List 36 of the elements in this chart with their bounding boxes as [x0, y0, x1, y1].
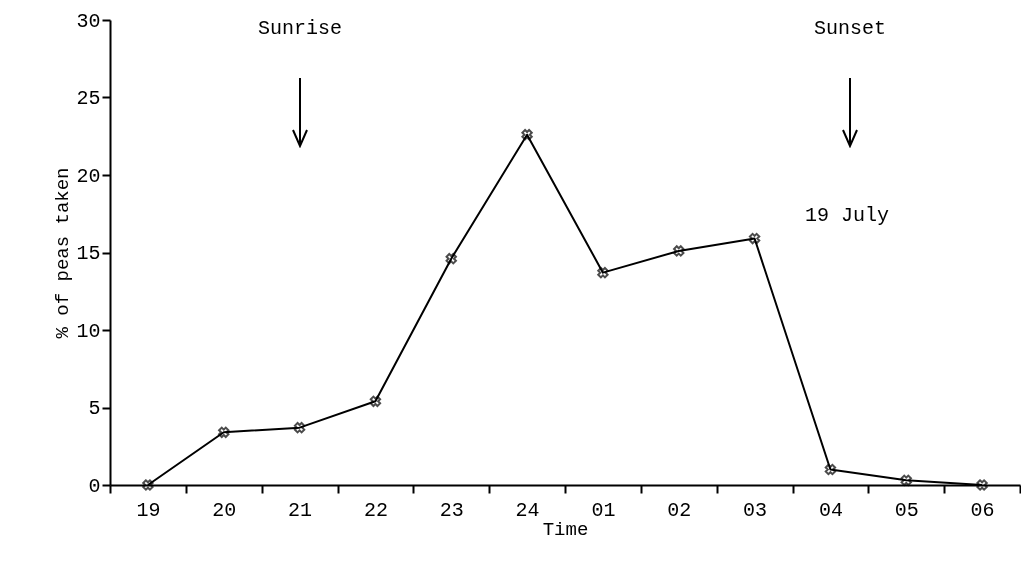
point	[673, 245, 685, 257]
y-tick-label: 5	[88, 397, 101, 420]
x-tick-label: 05	[894, 498, 919, 522]
x-tick-label: 01	[591, 498, 616, 522]
point	[218, 426, 230, 438]
annotation: Sunset	[813, 17, 887, 40]
y-tick-label: 0	[88, 474, 101, 498]
y-axis-title: % of peas taken	[52, 167, 75, 339]
x-axis-title: Time	[542, 518, 589, 541]
x-tick-label: 20	[212, 498, 237, 522]
point	[521, 129, 533, 141]
point	[824, 463, 837, 476]
y-tick-label: 10	[76, 319, 101, 343]
x-tick-label: 03	[743, 498, 768, 522]
point	[142, 479, 154, 491]
point	[748, 232, 761, 245]
point	[293, 421, 306, 434]
y-tick-label: 15	[76, 242, 101, 265]
x-tick-label: 23	[439, 498, 464, 522]
y-tick-label: 25	[76, 87, 101, 110]
point	[597, 266, 609, 279]
point	[900, 474, 912, 487]
annotation: Sunrise	[257, 17, 343, 40]
point	[976, 479, 988, 491]
point	[369, 395, 382, 407]
annotation: 19 July	[805, 204, 890, 227]
x-tick-label: 21	[288, 498, 313, 522]
x-tick-label: 19	[136, 498, 161, 522]
point	[445, 253, 457, 265]
x-tick-label: 24	[515, 498, 540, 522]
x-tick-label: 22	[363, 498, 388, 522]
x-tick-label: 06	[970, 498, 995, 522]
y-tick-label: 30	[76, 9, 101, 33]
x-tick-label: 02	[667, 498, 692, 522]
y-tick-label: 20	[76, 164, 101, 188]
x-tick-label: 04	[818, 498, 843, 522]
